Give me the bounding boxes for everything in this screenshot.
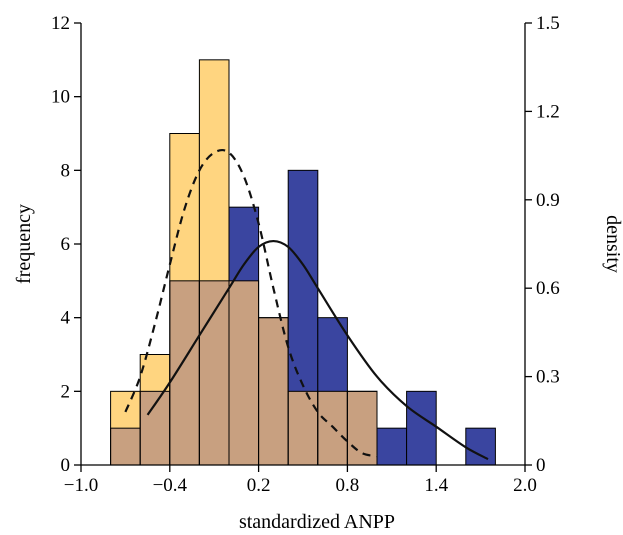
overlap-bar-segment: [110, 428, 141, 465]
y-tick-label: 12: [51, 13, 70, 34]
x-tick-label: 2.0: [513, 475, 537, 496]
overlap-bar-segment: [169, 280, 200, 465]
yellow-bar-segment: [140, 354, 170, 392]
y2-tick-label: 0.3: [536, 367, 560, 388]
x-tick-label: 0.2: [247, 475, 271, 496]
blue-bar-segment: [465, 428, 496, 465]
axes-layer: −1.0 −0.4 0.2 0.8 1.4 2.002468101200.30.60.91…: [51, 13, 560, 496]
dashed-density-line: [124, 148, 378, 458]
x-tick-label: −0.4: [153, 475, 188, 496]
x-tick-label: 0.8: [336, 475, 360, 496]
y2-tick-label: 0.9: [536, 190, 560, 211]
x-axis-title: standardized ANPP: [239, 511, 395, 533]
x-tick-label: 1.4: [424, 475, 448, 496]
y-tick-label: 4: [61, 308, 71, 329]
overlap-bar-segment: [199, 280, 229, 465]
bars-layer: [110, 59, 496, 466]
y2-tick-label: 0.6: [536, 278, 560, 299]
x-tick-label: −1.0: [64, 475, 98, 496]
overlap-bar-segment: [288, 391, 318, 465]
y-tick-label: 2: [61, 381, 71, 402]
y-tick-label: 10: [51, 87, 70, 108]
y2-axis-title: density: [602, 215, 623, 273]
blue-bar-segment: [229, 207, 259, 281]
y-axis-title: frequency: [13, 204, 35, 284]
yellow-bar-segment: [199, 59, 229, 281]
y-tick-label: 6: [61, 234, 71, 255]
blue-bar-segment: [317, 317, 348, 392]
y-tick-label: 0: [61, 455, 71, 476]
y-tick-label: 8: [61, 160, 71, 181]
blue-bar-segment: [377, 428, 407, 465]
density-layer: [124, 148, 489, 461]
solid-density-line: [146, 239, 489, 461]
overlap-bar-segment: [229, 280, 259, 465]
blue-bar-segment: [406, 391, 437, 465]
y2-tick-label: 0: [536, 455, 546, 476]
y2-tick-label: 1.5: [536, 13, 560, 34]
overlap-bar-segment: [347, 391, 377, 465]
y2-tick-label: 1.2: [536, 101, 560, 122]
overlap-bar-segment: [258, 317, 289, 465]
